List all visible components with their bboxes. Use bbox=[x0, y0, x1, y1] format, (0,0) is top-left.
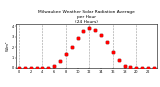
Point bbox=[94, 29, 96, 30]
Point bbox=[47, 67, 50, 68]
Point bbox=[24, 67, 26, 69]
Point bbox=[106, 42, 108, 43]
Y-axis label: W/m²: W/m² bbox=[6, 41, 10, 51]
Point bbox=[153, 67, 155, 69]
Point bbox=[76, 37, 79, 39]
Point bbox=[88, 27, 91, 29]
Point bbox=[18, 67, 20, 69]
Text: Milwaukee Weather Solar Radiation Average
per Hour
(24 Hours): Milwaukee Weather Solar Radiation Averag… bbox=[38, 10, 135, 24]
Point bbox=[70, 46, 73, 47]
Point bbox=[29, 67, 32, 69]
Point bbox=[147, 67, 149, 69]
Point bbox=[117, 59, 120, 61]
Point bbox=[82, 30, 85, 32]
Point bbox=[41, 67, 44, 69]
Point bbox=[117, 59, 120, 61]
Point bbox=[94, 29, 96, 30]
Point bbox=[153, 67, 155, 69]
Point bbox=[100, 34, 102, 35]
Point bbox=[59, 60, 61, 62]
Point bbox=[35, 67, 38, 69]
Point bbox=[65, 54, 67, 55]
Point bbox=[88, 27, 91, 29]
Point bbox=[35, 67, 38, 69]
Point bbox=[135, 67, 138, 69]
Point bbox=[123, 65, 126, 66]
Point bbox=[129, 67, 132, 68]
Point bbox=[112, 51, 114, 52]
Point bbox=[29, 67, 32, 69]
Point bbox=[141, 67, 143, 69]
Point bbox=[141, 67, 143, 69]
Point bbox=[65, 54, 67, 55]
Point bbox=[123, 65, 126, 66]
Point bbox=[41, 67, 44, 69]
Point bbox=[135, 67, 138, 69]
Point bbox=[59, 60, 61, 62]
Point bbox=[53, 65, 55, 67]
Point bbox=[100, 34, 102, 35]
Point bbox=[18, 67, 20, 69]
Point bbox=[47, 67, 50, 68]
Point bbox=[70, 46, 73, 47]
Point bbox=[147, 67, 149, 69]
Point bbox=[106, 42, 108, 43]
Point bbox=[112, 51, 114, 52]
Point bbox=[129, 67, 132, 68]
Point bbox=[82, 30, 85, 32]
Point bbox=[24, 67, 26, 69]
Point bbox=[53, 65, 55, 67]
Point bbox=[76, 37, 79, 39]
